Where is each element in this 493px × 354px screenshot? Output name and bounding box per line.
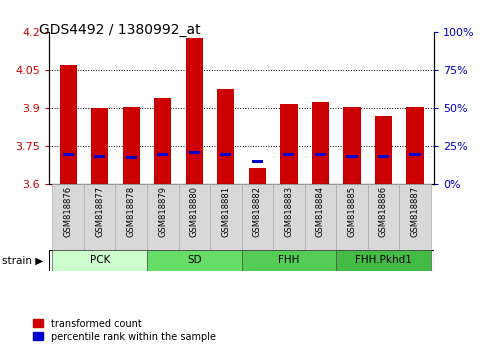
Bar xyxy=(343,107,360,184)
Text: GSM818879: GSM818879 xyxy=(158,186,167,237)
Bar xyxy=(273,184,305,250)
Bar xyxy=(52,250,147,271)
Text: GSM818886: GSM818886 xyxy=(379,186,388,237)
Bar xyxy=(242,250,336,271)
Bar xyxy=(409,153,421,156)
Bar xyxy=(115,184,147,250)
Bar xyxy=(346,155,357,158)
Bar xyxy=(220,153,231,156)
Bar xyxy=(84,184,115,250)
Bar xyxy=(154,98,172,184)
Text: GSM818880: GSM818880 xyxy=(190,186,199,237)
Bar xyxy=(178,184,210,250)
Text: FHH.Pkhd1: FHH.Pkhd1 xyxy=(355,255,412,265)
Text: GSM818887: GSM818887 xyxy=(411,186,420,237)
Bar xyxy=(315,153,326,156)
Bar xyxy=(217,89,235,184)
Bar xyxy=(126,156,137,159)
Bar xyxy=(312,102,329,184)
Text: GSM818882: GSM818882 xyxy=(253,186,262,237)
Bar xyxy=(252,160,263,163)
Bar xyxy=(368,184,399,250)
Text: FHH: FHH xyxy=(278,255,300,265)
Bar xyxy=(186,38,203,184)
Text: GSM818883: GSM818883 xyxy=(284,186,293,237)
Bar xyxy=(123,107,140,184)
Text: GSM818876: GSM818876 xyxy=(64,186,72,237)
Bar xyxy=(248,167,266,184)
Legend: transformed count, percentile rank within the sample: transformed count, percentile rank withi… xyxy=(30,315,220,346)
Bar xyxy=(242,184,273,250)
Text: GSM818881: GSM818881 xyxy=(221,186,230,237)
Text: SD: SD xyxy=(187,255,202,265)
Bar xyxy=(378,155,389,158)
Bar xyxy=(63,153,74,156)
Bar xyxy=(189,151,200,154)
Bar xyxy=(399,184,431,250)
Text: GSM818885: GSM818885 xyxy=(348,186,356,237)
Bar xyxy=(52,184,84,250)
Text: GDS4492 / 1380992_at: GDS4492 / 1380992_at xyxy=(39,23,201,37)
Bar xyxy=(210,184,242,250)
Text: PCK: PCK xyxy=(90,255,110,265)
Bar xyxy=(157,153,169,156)
Text: GSM818878: GSM818878 xyxy=(127,186,136,237)
Bar xyxy=(94,155,106,158)
Bar xyxy=(91,108,108,184)
Text: strain ▶: strain ▶ xyxy=(2,256,44,266)
Bar xyxy=(283,153,294,156)
Bar xyxy=(147,250,242,271)
Bar xyxy=(280,104,297,184)
Bar xyxy=(60,65,77,184)
Text: GSM818884: GSM818884 xyxy=(316,186,325,237)
Bar xyxy=(406,107,423,184)
Bar xyxy=(147,184,178,250)
Bar xyxy=(336,184,368,250)
Bar xyxy=(336,250,431,271)
Text: GSM818877: GSM818877 xyxy=(95,186,104,237)
Bar xyxy=(305,184,336,250)
Bar xyxy=(375,116,392,184)
